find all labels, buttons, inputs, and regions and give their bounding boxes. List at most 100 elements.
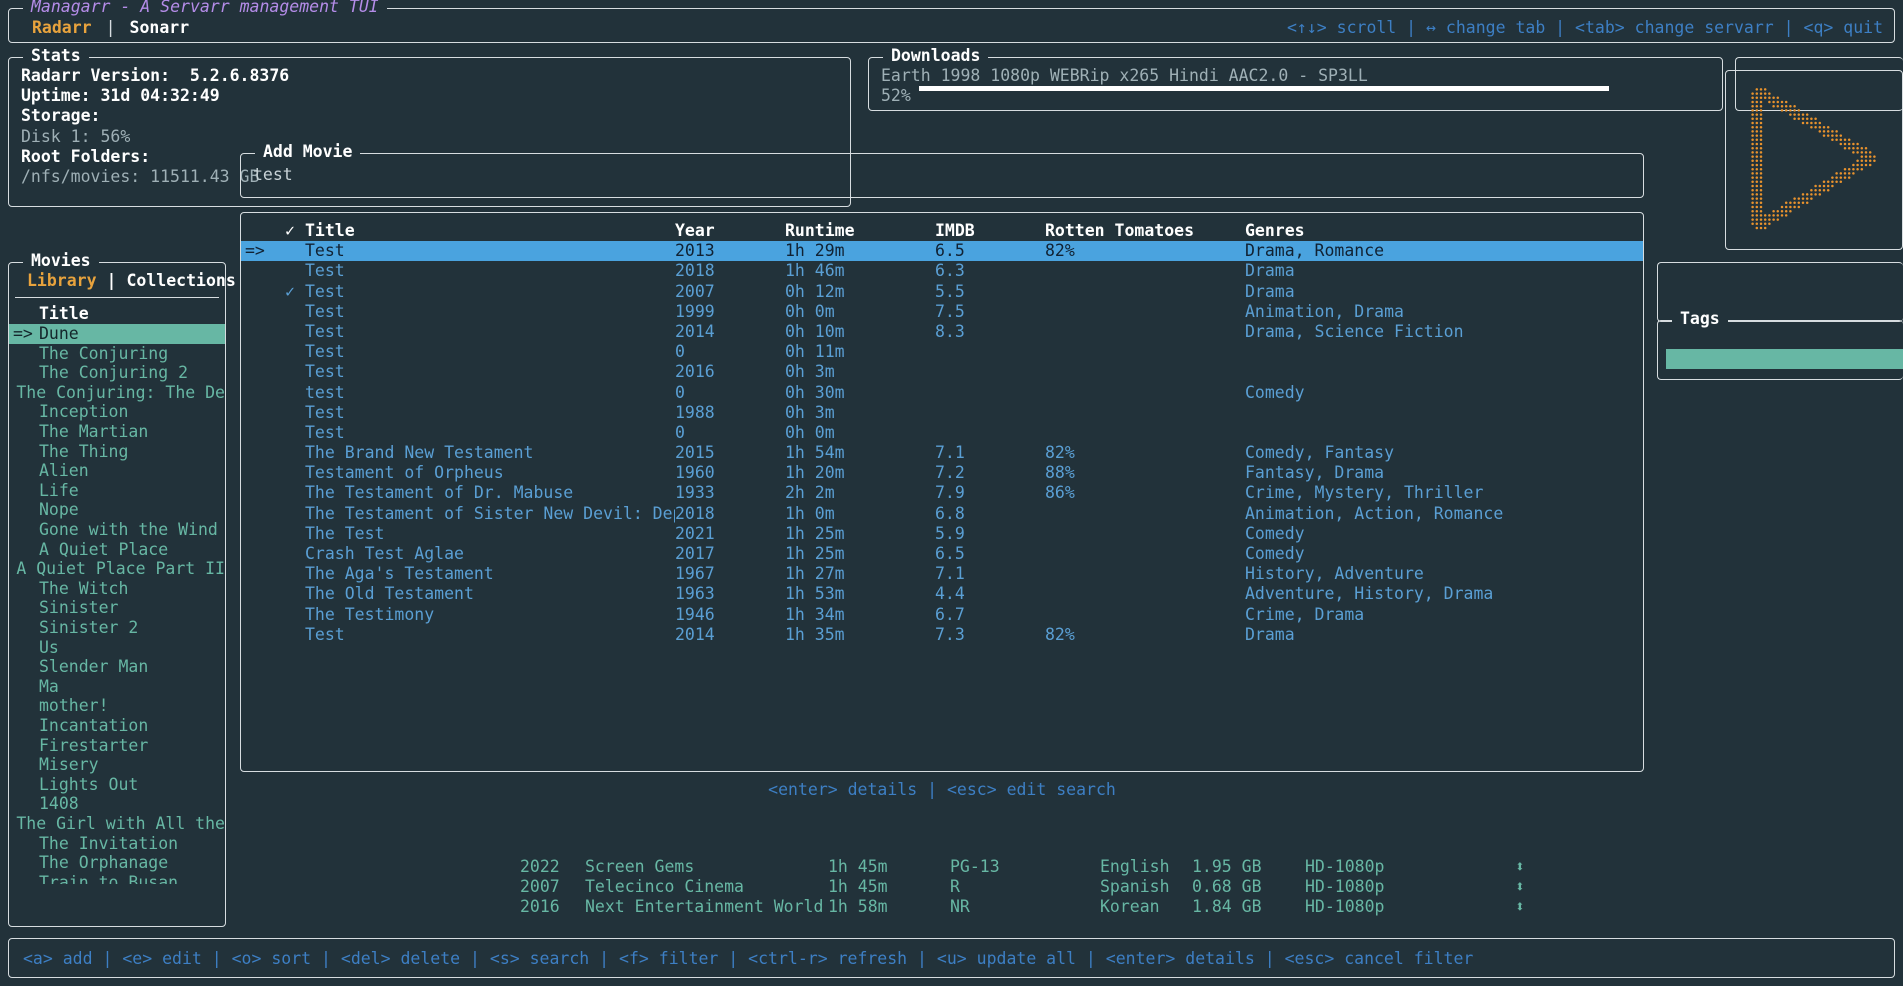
list-item-label: Nope (39, 500, 79, 520)
list-item[interactable]: The Conjuring (9, 344, 225, 364)
list-item[interactable]: Inception (9, 402, 225, 423)
detail-size: 0.68 GB (1192, 877, 1262, 897)
row-imdb: 6.5 (935, 544, 965, 563)
list-item-label: The Girl with All the (16, 813, 225, 833)
tab-sonarr[interactable]: Sonarr (129, 18, 190, 37)
movies-panel: Movies Library | Collections Title => Dun… (8, 251, 236, 927)
table-row[interactable]: The Aga's Testament 1967 1h 27m 7.1 History,… (241, 564, 1643, 584)
list-item[interactable]: Lights Out (9, 775, 225, 795)
list-item[interactable]: The Orphanage (9, 853, 225, 873)
tags-value-field[interactable] (1666, 349, 1903, 369)
list-item[interactable]: The Girl with All the (9, 814, 225, 834)
list-item[interactable]: Alien (9, 461, 225, 482)
table-row[interactable]: => Test 2013 1h 29m 6.5 82% Drama, Romance (241, 241, 1643, 262)
list-item-label: A Quiet Place (39, 539, 169, 559)
row-genres: Animation, Action, Romance (1245, 503, 1504, 523)
table-row[interactable]: Test 2018 1h 46m 6.3 Drama (241, 261, 1643, 281)
stats-panel: Stats Radarr Version: 5.2.6.8376 Uptime:… (8, 46, 851, 207)
list-item[interactable]: A Quiet Place (9, 540, 225, 560)
detail-runtime: 1h 58m (828, 897, 888, 917)
list-item[interactable]: The Thing (9, 442, 225, 462)
header-title: Title (305, 221, 355, 240)
movies-list[interactable]: => Dune The Conjuring The Conjuring 2 The Co… (9, 324, 225, 884)
list-item[interactable]: => Dune (9, 324, 225, 344)
table-row[interactable]: The Test 2021 1h 25m 5.9 Comedy (241, 524, 1643, 544)
stats-uptime-row: Uptime: 31d 04:32:49 (21, 86, 838, 106)
row-genres: Drama (1245, 261, 1295, 281)
table-row[interactable]: Testament of Orpheus 1960 1h 20m 7.2 88% Fant… (241, 463, 1643, 483)
add-movie-search-input[interactable]: test (253, 165, 293, 184)
detail-language: Korean (1100, 897, 1160, 917)
list-item[interactable]: The Conjuring 2 (9, 363, 225, 384)
table-row[interactable]: Test 2016 0h 3m (241, 362, 1643, 382)
list-item[interactable]: Sinister 2 (9, 618, 225, 638)
list-item[interactable]: Misery (9, 755, 225, 775)
table-row[interactable]: Test 2014 1h 35m 7.3 82% Drama (241, 625, 1643, 645)
detail-row[interactable]: 2007 Telecinco Cinema 1h 45m R Spanish 0.68 G… (520, 877, 1545, 897)
list-item[interactable]: Train to Busan (9, 873, 225, 885)
subtab-divider: | (106, 271, 117, 290)
storage-label: Storage: (21, 106, 101, 126)
table-row[interactable]: The Testament of Sister New Devil: Depar… (241, 504, 1643, 524)
list-item-label: Misery (39, 755, 99, 775)
list-item[interactable]: The Conjuring: The De (9, 383, 225, 403)
stats-version-row: Radarr Version: 5.2.6.8376 (21, 66, 838, 86)
list-item[interactable]: Slender Man (9, 657, 225, 678)
list-item-label: Incantation (39, 715, 149, 735)
table-row[interactable]: The Testimony 1946 1h 34m 6.7 Crime, Drama (241, 605, 1643, 625)
table-row[interactable]: test 0 0h 30m Comedy (241, 383, 1643, 403)
list-item[interactable]: Firestarter (9, 736, 225, 756)
list-item-label: The Thing (39, 441, 129, 461)
table-row[interactable]: The Brand New Testament 2015 1h 54m 7.1 82% C… (241, 443, 1643, 463)
list-item-label: The Martian (39, 422, 149, 442)
table-row[interactable]: The Old Testament 1963 1h 53m 4.4 Adventure,… (241, 584, 1643, 604)
table-row[interactable]: The Testament of Dr. Mabuse 1933 2h 2m 7.9 8… (241, 483, 1643, 503)
movie-detail-table: 2022 Screen Gems 1h 45m PG-13 English 1.95 GB… (520, 857, 1545, 918)
list-item[interactable]: Life (9, 481, 225, 501)
row-imdb: 5.9 (935, 523, 965, 543)
table-row[interactable]: Crash Test Aglae 2017 1h 25m 6.5 Comedy (241, 544, 1643, 564)
table-row[interactable]: Test 2014 0h 10m 8.3 Drama, Science Fiction (241, 322, 1643, 342)
list-item[interactable]: Incantation (9, 716, 225, 736)
table-row[interactable]: Test 0 0h 11m (241, 342, 1643, 362)
list-item[interactable]: Gone with the Wind (9, 520, 225, 540)
row-checkbox: ✓ (285, 281, 295, 301)
subtab-collections[interactable]: Collections (126, 271, 236, 290)
row-title: Test (305, 321, 345, 341)
tab-radarr[interactable]: Radarr (32, 18, 92, 37)
version-value: 5.2.6.8376 (189, 66, 290, 85)
row-year: 2013 (675, 241, 715, 261)
table-row[interactable]: Test 0 0h 0m (241, 423, 1643, 443)
list-item[interactable]: The Witch (9, 579, 225, 599)
detail-size: 1.84 GB (1192, 897, 1262, 917)
detail-row[interactable]: 2016 Next Entertainment World 1h 58m NR Kore… (520, 897, 1545, 917)
stats-rootfolder-value-row: /nfs/movies: 11511.43 GB (21, 167, 838, 187)
play-logo-icon (1751, 88, 1876, 230)
list-item[interactable]: Nope (9, 500, 225, 521)
row-year: 1999 (675, 301, 715, 321)
table-row[interactable]: Test 1999 0h 0m 7.5 Animation, Drama (241, 302, 1643, 322)
row-genres: Crime, Drama (1245, 604, 1365, 624)
table-row[interactable]: Test 1988 0h 3m (241, 403, 1643, 423)
row-runtime: 0h 0m (785, 422, 835, 442)
detail-studio: Telecinco Cinema (585, 877, 744, 897)
list-item[interactable]: The Martian (9, 422, 225, 442)
list-item[interactable]: 1408 (9, 794, 225, 815)
list-item[interactable]: Sinister (9, 598, 225, 619)
list-item[interactable]: Us (9, 638, 225, 658)
row-title: test (305, 382, 345, 402)
row-year: 1960 (675, 463, 715, 483)
window-titlebar: Managarr - A Servarr management TUI (8, 0, 1895, 43)
detail-row[interactable]: 2022 Screen Gems 1h 45m PG-13 English 1.95 GB… (520, 857, 1545, 877)
subtab-library[interactable]: Library (27, 271, 97, 290)
list-item[interactable]: A Quiet Place Part II (9, 559, 225, 580)
stats-disk-row: Disk 1: 56% (21, 126, 838, 147)
list-item[interactable]: Ma (9, 677, 225, 697)
row-runtime: 1h 0m (785, 503, 835, 523)
list-item[interactable]: The Invitation (9, 834, 225, 854)
downloads-panel: Downloads Earth 1998 1080p WEBRip x265 H… (868, 46, 1723, 111)
row-cursor: => (245, 241, 265, 261)
list-item[interactable]: mother! (9, 696, 225, 717)
row-title: Test (305, 624, 345, 644)
table-row[interactable]: ✓ Test 2007 0h 12m 5.5 Drama (241, 282, 1643, 302)
